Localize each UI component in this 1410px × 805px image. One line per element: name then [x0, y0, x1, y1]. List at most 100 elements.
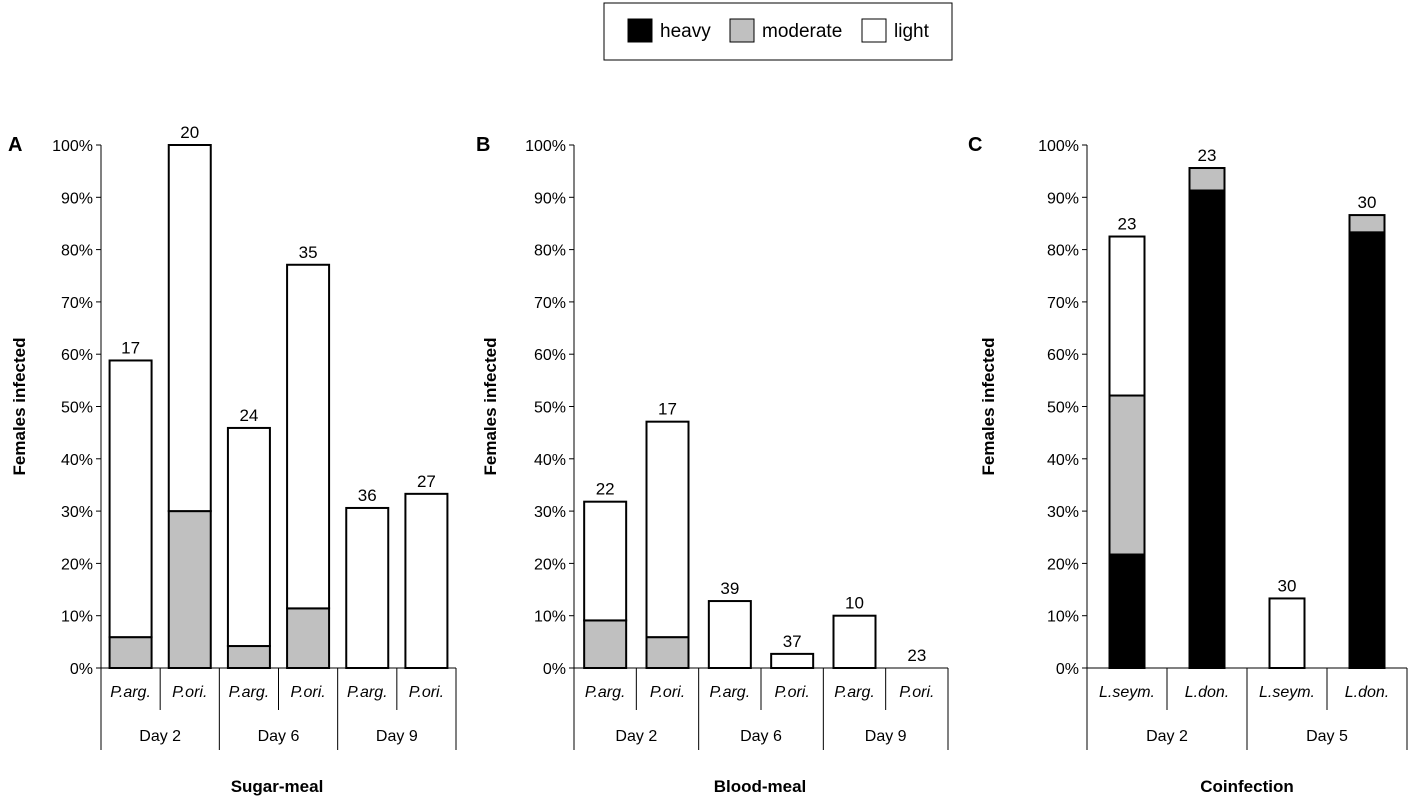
category-label: P.arg. — [710, 684, 751, 701]
y-axis-label: Females infected — [481, 338, 500, 476]
group-label: Day 5 — [1306, 728, 1348, 745]
y-tick-label: 90% — [61, 190, 93, 207]
bar-segment-light — [167, 144, 212, 513]
bar-count-label: 36 — [358, 486, 377, 505]
bar-segment-moderate — [583, 619, 628, 669]
bar-count-label: 30 — [1278, 576, 1297, 595]
category-label: P.arg. — [347, 684, 388, 701]
y-tick-label: 60% — [61, 347, 93, 364]
y-tick-label: 40% — [534, 452, 566, 469]
bar-segment-light — [832, 614, 877, 670]
panel-A: A Females infected 0% 10% 20% 30% 40% 50% 60% 70%… — [8, 123, 457, 796]
bar-count-label: 35 — [299, 243, 318, 262]
y-tick-label: 80% — [61, 243, 93, 260]
panel-letter: A — [8, 134, 22, 156]
category-label: P.ori. — [650, 684, 685, 701]
bar-count-label: 27 — [417, 472, 436, 491]
bar-segment-light — [108, 359, 153, 639]
bar-count-label: 23 — [907, 646, 926, 665]
bar-count-label: 37 — [783, 632, 802, 651]
bar-segment-light — [707, 600, 752, 670]
bar-segment-moderate — [645, 636, 690, 670]
bar-segment-moderate — [226, 645, 271, 669]
bar-segment-light — [345, 506, 390, 669]
bar-segment-heavy — [1108, 553, 1146, 669]
category-label: L.don. — [1185, 684, 1229, 701]
panel-title: Blood-meal — [714, 777, 807, 796]
bar-segment-light — [645, 420, 690, 639]
y-axis-label: Females infected — [979, 338, 998, 476]
category-label: P.arg. — [585, 684, 626, 701]
panel-B: B Females infected 0% 10% 20% 30% 40% 50% 60% 70%… — [476, 134, 949, 796]
y-tick-label: 80% — [1047, 243, 1079, 260]
y-tick-label: 50% — [534, 400, 566, 417]
y-tick-label: 30% — [61, 504, 93, 521]
bar-segment-heavy — [1188, 189, 1226, 669]
bar-segment-light — [770, 652, 815, 670]
y-tick-label: 20% — [61, 556, 93, 573]
bar-segment-moderate — [167, 510, 212, 669]
category-label: L.don. — [1345, 684, 1389, 701]
y-tick-label: 70% — [534, 295, 566, 312]
bar-segment-moderate — [1188, 167, 1226, 192]
bar-count-label: 17 — [121, 338, 140, 357]
category-label: P.arg. — [229, 684, 270, 701]
bar-segment-light — [226, 426, 271, 648]
legend-label-heavy: heavy — [660, 21, 711, 42]
y-tick-label: 90% — [1047, 190, 1079, 207]
y-tick-label: 0% — [70, 661, 93, 678]
y-tick-label: 30% — [534, 504, 566, 521]
bar-count-label: 24 — [239, 406, 258, 425]
bar-segment-light — [1268, 597, 1306, 669]
bar-segment-moderate — [286, 607, 331, 669]
group-label: Day 6 — [740, 728, 782, 745]
bar-segment-light — [404, 492, 449, 669]
group-label: Day 2 — [1146, 728, 1188, 745]
bar-segment-light — [583, 500, 628, 622]
bar-segment-light — [1108, 235, 1146, 397]
y-tick-label: 50% — [1047, 400, 1079, 417]
y-tick-label: 10% — [1047, 609, 1079, 626]
bar-count-label: 23 — [1118, 215, 1137, 234]
group-label: Day 2 — [615, 728, 657, 745]
category-label: P.ori. — [899, 684, 934, 701]
group-label: Day 9 — [376, 728, 418, 745]
category-label: L.seym. — [1259, 684, 1315, 701]
y-tick-label: 30% — [1047, 504, 1079, 521]
y-tick-label: 90% — [534, 190, 566, 207]
y-tick-label: 70% — [61, 295, 93, 312]
legend-swatch-light — [861, 18, 887, 43]
bar-count-label: 10 — [845, 594, 864, 613]
y-tick-label: 20% — [1047, 556, 1079, 573]
y-tick-label: 70% — [1047, 295, 1079, 312]
y-tick-label: 60% — [534, 347, 566, 364]
group-label: Day 9 — [865, 728, 907, 745]
bar-count-label: 22 — [596, 480, 615, 499]
panel-letter: B — [476, 134, 490, 156]
y-tick-label: 100% — [1038, 138, 1079, 155]
panel-letter: C — [968, 134, 982, 156]
legend-swatch-moderate — [729, 18, 755, 43]
bar-segment-moderate — [1348, 214, 1386, 234]
y-tick-label: 0% — [543, 661, 566, 678]
category-label: P.ori. — [172, 684, 207, 701]
bar-segment-moderate — [1108, 394, 1146, 556]
category-label: P.ori. — [409, 684, 444, 701]
bar-segment-heavy — [1348, 231, 1386, 669]
legend-swatch-heavy — [627, 18, 653, 43]
legend-label-moderate: moderate — [762, 21, 842, 42]
legend-label-light: light — [894, 21, 930, 42]
category-label: P.arg. — [110, 684, 151, 701]
panel-C: C Females infected 0% 10% 20% 30% 40% 50% 60% 70%… — [968, 134, 1408, 796]
bar-segment-light — [286, 263, 331, 610]
bar-count-label: 39 — [720, 579, 739, 598]
y-tick-label: 20% — [534, 556, 566, 573]
y-tick-label: 100% — [52, 138, 93, 155]
category-label: P.arg. — [834, 684, 875, 701]
bar-count-label: 17 — [658, 400, 677, 419]
bar-count-label: 30 — [1358, 193, 1377, 212]
panel-title: Sugar-meal — [231, 777, 324, 796]
y-tick-label: 80% — [534, 243, 566, 260]
group-label: Day 6 — [258, 728, 300, 745]
